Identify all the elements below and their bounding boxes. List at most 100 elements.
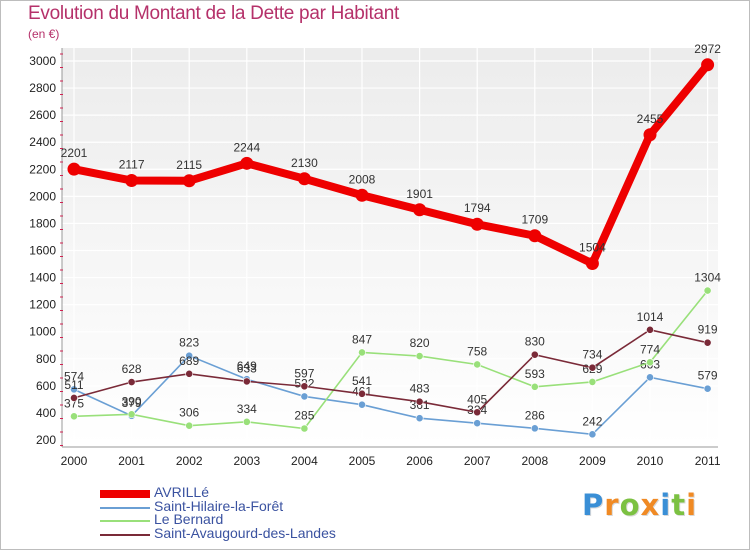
- series-line-saint-hilaire-la-for-t: [73, 354, 708, 436]
- data-point-saint-hilaire-la-for-t: [415, 414, 424, 423]
- data-label: 285: [294, 408, 314, 422]
- data-label: 689: [179, 354, 199, 368]
- y-tick-label: 2000: [29, 189, 56, 203]
- data-point-saint-avaugourd-des-landes: [646, 325, 654, 334]
- data-point-saint-avaugourd-des-landes: [70, 394, 78, 402]
- x-tick-label: 2011: [695, 454, 721, 468]
- data-point-le-bernard: [70, 412, 78, 421]
- data-point-le-bernard: [473, 360, 482, 369]
- chart-title: Evolution du Montant de la Dette par Hab…: [28, 3, 399, 24]
- y-tick-label: 2400: [29, 135, 56, 149]
- data-point-le-bernard: [646, 358, 654, 367]
- data-point-le-bernard: [358, 348, 366, 357]
- data-point-avrille: [297, 172, 311, 186]
- data-label: 758: [467, 344, 487, 358]
- data-label: 734: [582, 348, 602, 362]
- data-label: 830: [525, 335, 545, 349]
- data-point-saint-avaugourd-des-landes: [300, 382, 309, 391]
- data-label: 2972: [694, 42, 721, 56]
- data-point-le-bernard: [300, 424, 309, 433]
- data-label: 1504: [579, 240, 606, 254]
- data-point-saint-hilaire-la-for-t: [646, 373, 654, 382]
- line-chart: 200 400 600 800 1000 1200 1400 1600 1800 2000 2200…: [29, 42, 721, 468]
- legend-swatch: [100, 520, 150, 522]
- data-label: 1901: [406, 187, 433, 201]
- legend-label: AVRILLé: [154, 484, 209, 500]
- data-point-saint-avaugourd-des-landes: [473, 408, 482, 417]
- data-point-avrille: [528, 229, 542, 243]
- data-point-saint-hilaire-la-for-t: [185, 351, 194, 360]
- data-label: 1014: [637, 310, 664, 324]
- data-point-saint-hilaire-la-for-t: [70, 385, 78, 394]
- data-label: 2130: [291, 156, 318, 170]
- legend-swatch: [100, 533, 150, 536]
- data-label: 820: [410, 336, 430, 350]
- y-tick-label: 1400: [29, 271, 56, 285]
- data-point-saint-avaugourd-des-landes: [415, 397, 424, 406]
- data-point-avrille: [470, 217, 484, 231]
- data-label: 628: [122, 362, 142, 376]
- x-tick-label: 2000: [61, 454, 88, 468]
- data-point-saint-avaugourd-des-landes: [588, 363, 597, 372]
- data-point-le-bernard: [588, 378, 597, 386]
- data-label: 405: [467, 392, 487, 406]
- series-line-le-bernard: [73, 290, 709, 430]
- data-label: 823: [179, 336, 199, 350]
- x-tick-label: 2009: [579, 454, 606, 468]
- y-tick-label: 2600: [29, 108, 56, 122]
- legend-swatch: [100, 490, 150, 498]
- proxiti-logo: Proxiti: [582, 488, 697, 522]
- x-tick-label: 2006: [406, 454, 433, 468]
- data-label: 242: [582, 414, 602, 428]
- logo-letter: i: [660, 488, 672, 522]
- x-tick-label: 2008: [521, 454, 548, 468]
- x-tick-label: 2005: [349, 454, 376, 468]
- data-point-saint-avaugourd-des-landes: [127, 378, 136, 386]
- x-tick-label: 2001: [118, 454, 145, 468]
- data-point-saint-avaugourd-des-landes: [242, 377, 251, 386]
- data-point-avrille: [355, 188, 369, 202]
- data-label: 2008: [349, 172, 376, 186]
- y-tick-label: 1200: [29, 298, 56, 312]
- data-point-le-bernard: [127, 410, 136, 419]
- data-label: 306: [179, 406, 199, 420]
- data-point-saint-avaugourd-des-landes: [185, 369, 194, 378]
- data-point-avrille: [182, 174, 196, 188]
- data-point-le-bernard: [530, 382, 539, 391]
- series-line-saint-avaugourd-des-landes: [73, 328, 708, 414]
- x-tick-label: 2003: [233, 454, 260, 468]
- data-point-le-bernard: [415, 352, 424, 360]
- legend-label: Saint-Avaugourd-des-Landes: [154, 524, 336, 541]
- y-tick-label: 800: [36, 352, 56, 366]
- series-line-avrille: [70, 60, 712, 268]
- data-point-avrille: [413, 203, 427, 217]
- data-point-saint-hilaire-la-for-t: [300, 392, 309, 401]
- y-tick-label: 400: [36, 406, 56, 420]
- data-label: 2201: [61, 146, 88, 160]
- data-point-saint-hilaire-la-for-t: [358, 400, 366, 409]
- data-point-avrille: [240, 156, 254, 170]
- logo-letter: P: [582, 488, 605, 522]
- data-point-le-bernard: [703, 286, 712, 295]
- y-tick-label: 1000: [29, 325, 56, 339]
- data-label: 774: [640, 342, 660, 356]
- data-label: 579: [698, 369, 718, 383]
- legend-label: Saint-Hilaire-la-Forêt: [154, 497, 284, 514]
- y-tick-label: 2200: [29, 162, 56, 176]
- y-tick-label: 600: [36, 379, 56, 393]
- y-tick-label: 3000: [29, 54, 56, 68]
- plot-area: [62, 48, 718, 447]
- data-label: 286: [525, 408, 545, 422]
- legend-swatch: [100, 506, 150, 509]
- data-point-avrille: [701, 58, 715, 72]
- data-label: 597: [294, 366, 314, 380]
- data-label: 483: [410, 382, 430, 396]
- data-label: 2117: [119, 158, 145, 172]
- data-point-le-bernard: [242, 417, 251, 426]
- data-label: 847: [352, 332, 372, 346]
- data-point-saint-avaugourd-des-landes: [358, 389, 366, 398]
- data-point-avrille: [67, 162, 81, 176]
- data-label: 574: [64, 369, 84, 383]
- data-point-saint-avaugourd-des-landes: [703, 338, 712, 347]
- data-label: 1304: [694, 271, 721, 285]
